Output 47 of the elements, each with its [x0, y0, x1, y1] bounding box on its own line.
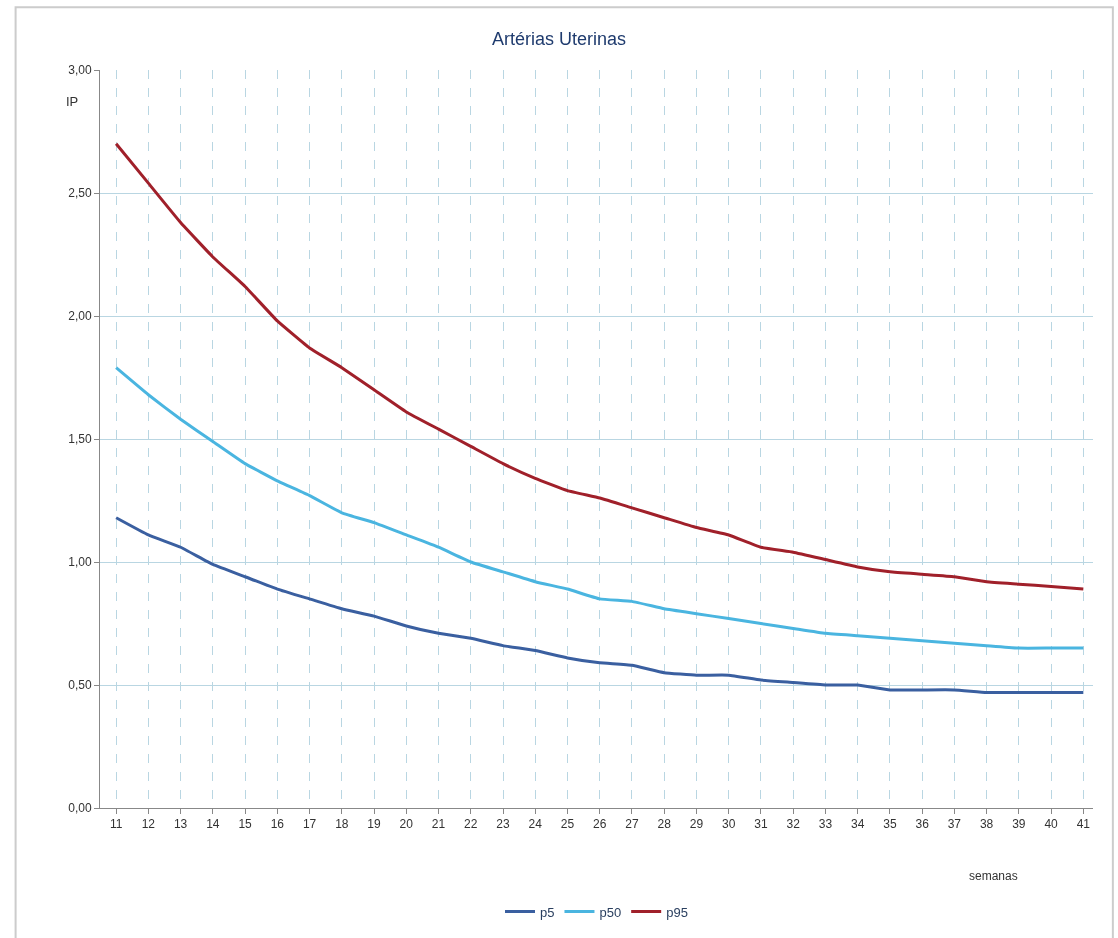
x-tick-label: 12	[141, 817, 156, 832]
x-tick-label: 41	[1076, 817, 1091, 832]
chart-title: Artérias Uterinas	[491, 29, 627, 50]
x-tick-label: 35	[883, 817, 897, 832]
y-tick-label: 2,00	[68, 309, 92, 324]
x-tick-label: 21	[431, 817, 446, 832]
y-axis-title: IP	[66, 94, 79, 109]
x-tick-label: 18	[335, 817, 349, 832]
x-tick-label: 26	[593, 817, 607, 832]
line-series	[114, 516, 1085, 694]
x-tick-label: 29	[689, 817, 704, 832]
x-tick-label: 24	[528, 817, 543, 832]
y-tick-label: 3,00	[68, 63, 92, 78]
x-tick-label: 30	[722, 817, 736, 832]
x-tick-label: 16	[270, 817, 285, 832]
legend-label: p50	[599, 904, 622, 920]
y-tick-label: 0,50	[68, 678, 92, 693]
x-tick-label: 22	[464, 817, 478, 832]
x-tick-label: 19	[367, 817, 382, 832]
x-tick-label: 27	[625, 817, 639, 832]
y-tick-label: 2,50	[68, 186, 92, 201]
x-axis-title: semanas	[969, 869, 1018, 883]
line-series	[114, 366, 1085, 650]
x-tick-label: 17	[302, 817, 317, 832]
x-tick-label: 28	[657, 817, 672, 832]
x-tick-label: 39	[1012, 817, 1026, 832]
x-tick-label: 20	[399, 817, 414, 832]
legend-label: p95	[666, 904, 688, 920]
x-tick-label: 32	[786, 817, 801, 832]
x-tick-label: 25	[560, 817, 575, 832]
x-tick-label: 13	[173, 817, 188, 832]
x-tick-label: 34	[850, 817, 865, 832]
x-tick-label: 38	[979, 817, 994, 832]
y-tick-label: 0,00	[68, 801, 92, 816]
x-tick-label: 23	[496, 817, 510, 832]
line-series	[114, 142, 1085, 591]
x-tick-label: 11	[109, 817, 123, 832]
x-tick-label: 36	[915, 817, 930, 832]
x-tick-label: 33	[818, 817, 833, 832]
x-tick-label: 14	[206, 817, 220, 832]
x-tick-label: 37	[947, 817, 962, 832]
y-tick-label: 1,00	[68, 555, 92, 570]
y-tick-label: 1,50	[68, 432, 92, 447]
x-tick-label: 31	[754, 817, 768, 832]
x-tick-label: 15	[238, 817, 253, 832]
x-tick-label: 40	[1044, 817, 1059, 832]
legend-label: p5	[540, 904, 555, 920]
